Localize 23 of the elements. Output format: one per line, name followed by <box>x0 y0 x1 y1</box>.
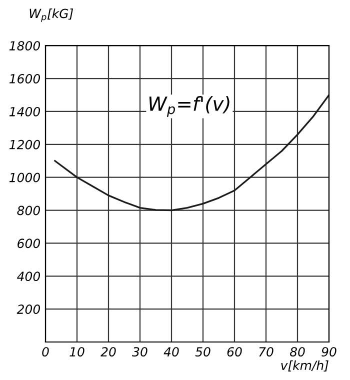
y-tick-label: 1800 <box>9 41 40 51</box>
annotation: W$_{p}$=f'(v) <box>149 96 230 117</box>
x-tick-label: 60 <box>227 347 242 357</box>
x-tick-label: 50 <box>195 347 210 357</box>
y-tick-label: 1400 <box>9 106 40 116</box>
x-tick-label: 90 <box>322 347 336 357</box>
x-tick-label: 20 <box>100 347 116 357</box>
x-tick-label: 30 <box>132 347 148 357</box>
y-tick-label: 600 <box>18 238 40 248</box>
y-tick-label: 400 <box>17 272 40 282</box>
x-tick-label: 0 <box>42 347 49 357</box>
y-tick-label: 800 <box>17 206 40 216</box>
line-series <box>54 94 329 212</box>
y-tick-label: 1200 <box>9 140 40 150</box>
y-tick-label: 1600 <box>9 74 40 84</box>
y-axis-title: W$_{p}$[kG] <box>30 8 74 22</box>
y-tick-label: 1000 <box>9 172 40 182</box>
x-axis-title: v[km/h] <box>281 360 328 372</box>
y-tick-label: 200 <box>16 304 40 314</box>
x-tick-label: 70 <box>259 347 274 357</box>
x-tick-label: 80 <box>290 347 305 357</box>
x-tick-label: 40 <box>164 347 179 357</box>
x-tick-label: 10 <box>70 347 84 357</box>
